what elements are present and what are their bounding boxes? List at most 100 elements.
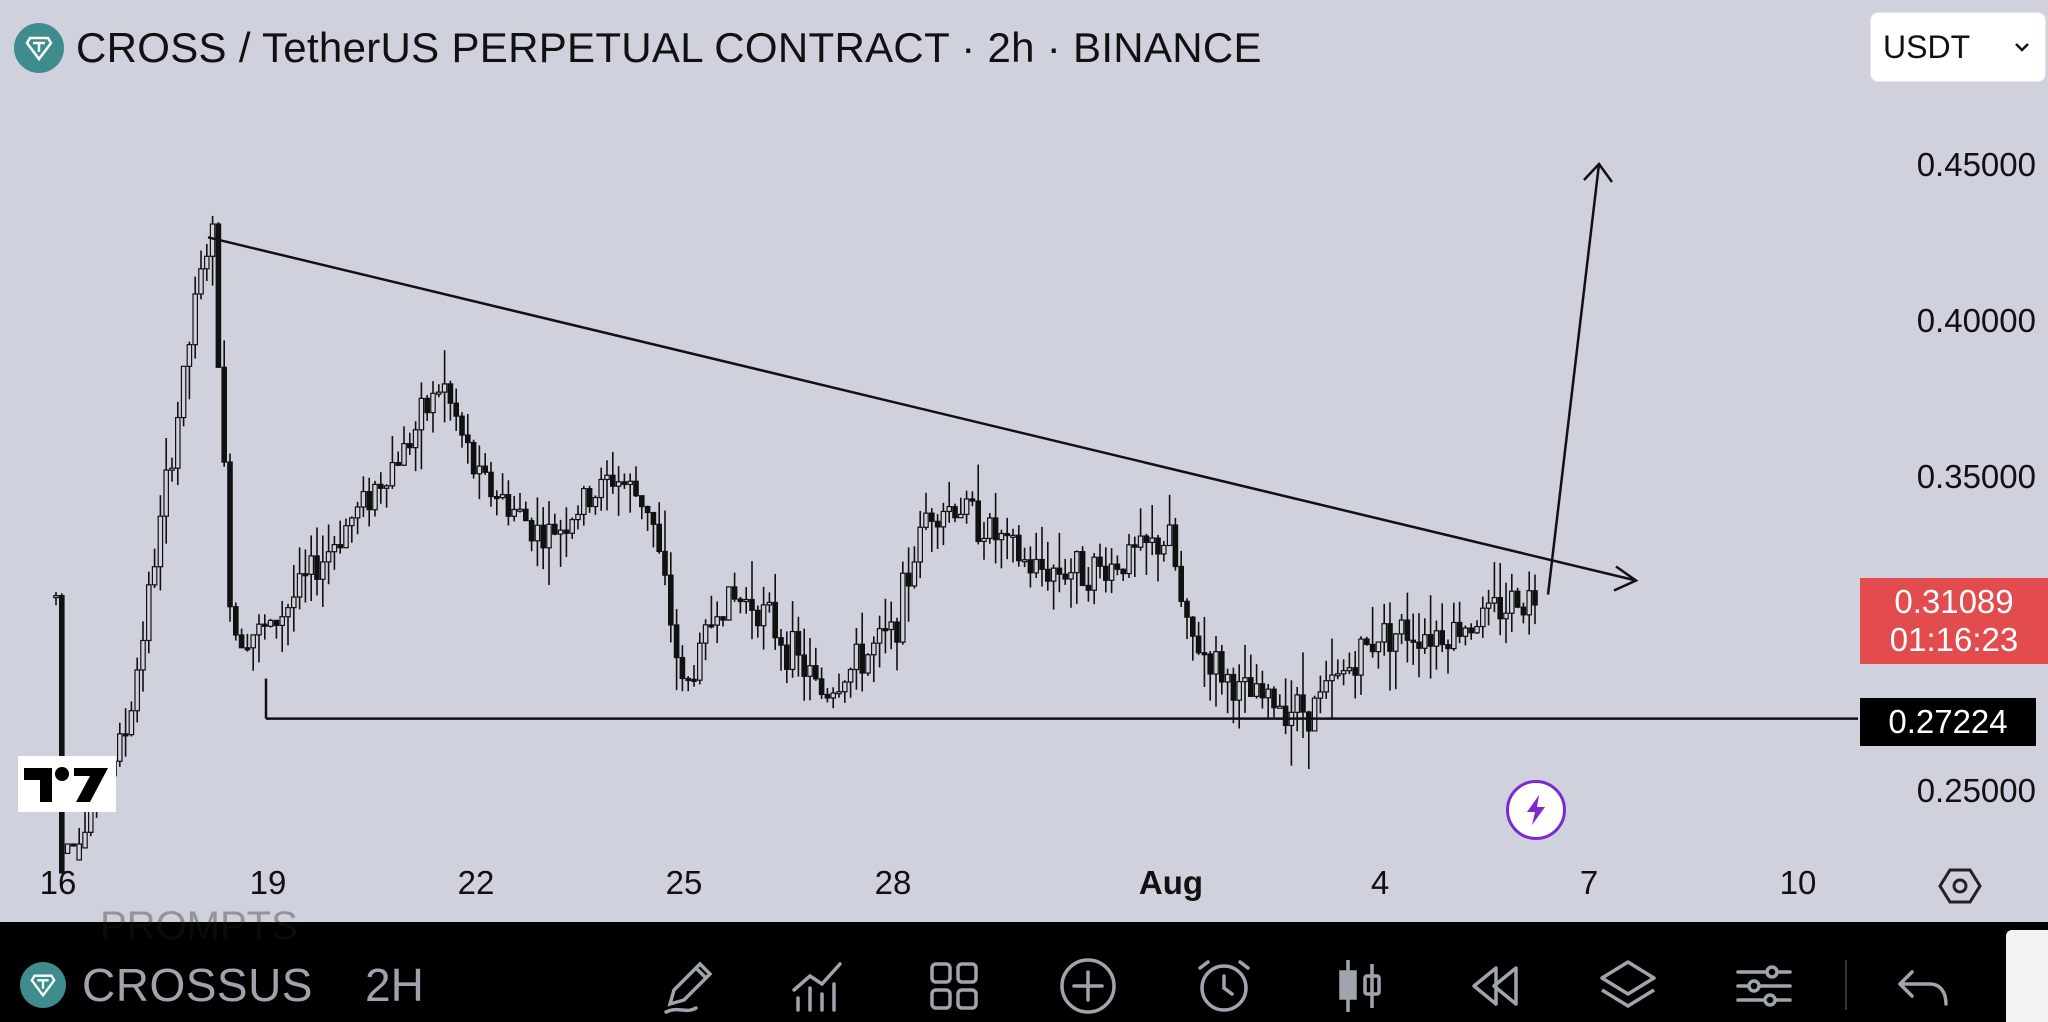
candle-body [186,344,193,367]
toolbar-overflow[interactable] [2006,930,2048,1022]
candle-body [638,495,645,508]
time-label: 7 [1579,864,1599,901]
candle-body [1369,643,1376,653]
candle-body [633,480,639,497]
candle-body [604,474,610,481]
toolbar-symbol-name[interactable]: CROSSUS [82,959,313,1011]
candle-body [53,595,59,599]
candle-body [957,513,964,519]
lightning-icon[interactable] [1506,780,1566,840]
candle-body [447,383,454,404]
candle-body [1230,673,1237,701]
time-label: 25 [665,864,703,901]
candle-body [192,293,199,346]
candle-body [546,523,552,549]
candle-body [1044,568,1051,582]
candle-body [986,517,993,540]
candle-body [975,500,982,543]
settings-icon[interactable] [1938,864,1982,908]
candle-body [140,639,146,671]
candle-body [1073,551,1080,574]
tether-logo-icon [14,23,64,73]
candle-body [302,573,309,577]
replay-icon[interactable] [1462,954,1526,1018]
candle-body [1201,652,1208,656]
candle-body [1392,633,1399,652]
indicators-icon[interactable] [786,954,850,1018]
currency-value: USDT [1883,28,1971,65]
candle-body [725,586,732,621]
candle-body [505,494,512,517]
price-label: 0.25000 [1916,772,2036,809]
candles-icon[interactable] [1328,954,1392,1018]
candle-body [1056,567,1063,575]
candle-body [180,365,187,419]
candle-body [1195,635,1202,654]
trendline-arrowhead[interactable] [1613,565,1639,592]
candle-body [702,624,709,644]
candle-body [1503,612,1509,620]
candle-body [314,555,320,580]
candle-body [465,434,471,444]
candle-body [1033,558,1040,574]
toolbar-timeframe[interactable]: 2H [364,959,424,1011]
pencil-icon[interactable] [656,954,720,1018]
symbol-title[interactable]: CROSS / TetherUS PERPETUAL CONTRACT · 2h… [76,24,1262,71]
candle-body [1247,677,1254,697]
settings-sliders-icon[interactable] [1732,954,1796,1018]
candle-body [1532,590,1538,606]
candle-body [262,623,268,627]
candle-body [563,529,570,534]
candle-body [151,566,158,586]
tradingview-logo [18,756,116,812]
candle-body [482,465,489,473]
candle-body [720,616,726,621]
candle-body [766,601,773,606]
candle-body [1004,532,1011,537]
price-chart[interactable] [0,0,2048,922]
candle-body [1427,634,1434,647]
candle-body [870,642,877,656]
layers-icon[interactable] [1596,954,1660,1018]
trendline-resistance[interactable] [207,236,1637,582]
candle-body [1404,619,1411,641]
chart-area[interactable]: CROSS / TetherUS PERPETUAL CONTRACT · 2h… [0,0,2048,922]
candle-body [882,628,889,632]
undo-icon[interactable] [1892,954,1956,1018]
candle-body [795,630,802,656]
candle-body [372,483,378,511]
add-icon[interactable] [1056,954,1120,1018]
alarm-icon[interactable] [1192,954,1256,1018]
candle-body [528,520,535,542]
candle-body [749,598,755,611]
candle-body [517,508,523,512]
candle-body [291,596,297,609]
candle-body [1433,630,1440,647]
candle-body [1259,683,1266,699]
candle-body [1352,667,1359,676]
candle-body [1253,683,1260,697]
tether-logo-icon [20,962,66,1008]
candle-body [204,255,210,270]
candle-body [1276,705,1283,709]
toolbar-symbol[interactable]: CROSSUS 2H [20,958,424,1012]
candle-body [233,606,239,636]
breakout-arrow[interactable] [1546,163,1601,595]
candle-body [580,488,587,516]
candle-body [673,624,680,659]
candle-body [1474,625,1480,634]
candle-body [221,366,228,463]
candle-body [175,416,181,469]
candle-body [685,677,692,682]
candle-body [1079,551,1086,587]
candle-body [1334,673,1341,677]
currency-select[interactable]: USDT [1870,12,2046,82]
candle-body [70,843,77,847]
chevron-down-icon [2015,43,2029,52]
breakout-arrowhead[interactable] [1583,162,1614,183]
toolbar-divider [1845,960,1847,1010]
candle-body [1178,565,1185,602]
candle-body [1294,694,1301,713]
grid-icon[interactable] [922,954,986,1018]
candle-body [1485,602,1492,609]
